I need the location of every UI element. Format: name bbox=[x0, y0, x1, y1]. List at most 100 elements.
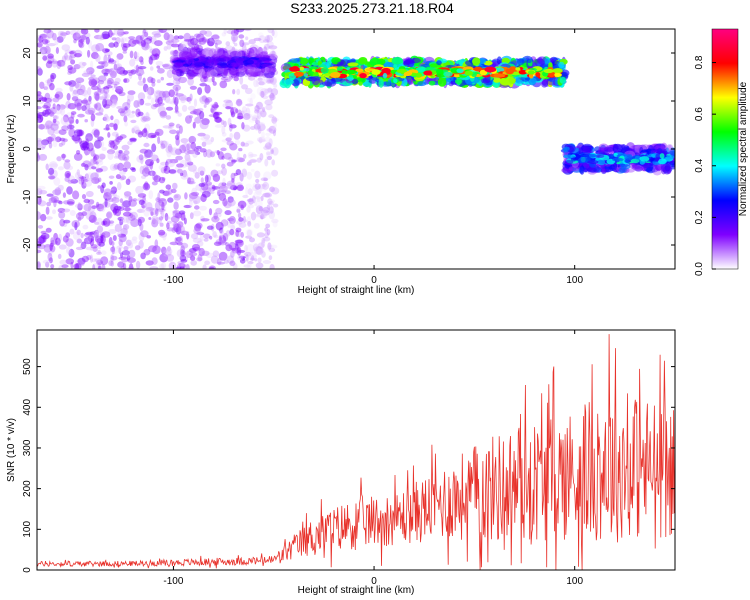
heat-cell bbox=[115, 86, 123, 92]
heat-cell bbox=[47, 43, 56, 47]
heat-cell bbox=[123, 78, 127, 83]
heat-cell bbox=[91, 205, 97, 209]
heat-cell bbox=[211, 186, 220, 190]
heat-cell bbox=[423, 70, 433, 76]
heat-cell bbox=[393, 78, 398, 84]
heat-cell bbox=[179, 144, 187, 154]
heat-cell bbox=[220, 189, 227, 195]
heat-cell bbox=[558, 61, 565, 69]
heat-cell bbox=[256, 79, 265, 84]
heat-cell bbox=[249, 158, 257, 163]
heat-cell bbox=[104, 198, 108, 208]
heat-cell bbox=[194, 116, 202, 124]
heat-cell bbox=[180, 40, 189, 47]
heat-cell bbox=[211, 59, 219, 66]
heat-cell bbox=[243, 29, 252, 32]
heat-cell bbox=[261, 239, 266, 248]
heat-cell bbox=[99, 232, 106, 236]
heat-cell bbox=[171, 38, 180, 43]
heat-cell bbox=[206, 225, 214, 230]
heat-cell bbox=[190, 142, 196, 150]
heat-cell bbox=[44, 39, 50, 44]
heat-cell bbox=[53, 115, 58, 120]
heat-cell bbox=[252, 195, 256, 204]
heat-cell bbox=[67, 67, 77, 74]
heat-cell bbox=[181, 250, 187, 257]
heat-cell bbox=[103, 50, 113, 57]
heat-cell bbox=[188, 96, 192, 104]
heat-cell bbox=[91, 177, 100, 184]
heat-cell bbox=[109, 247, 119, 254]
heat-cell bbox=[210, 34, 220, 40]
heat-cell bbox=[53, 129, 60, 134]
heat-cell bbox=[50, 107, 57, 115]
heat-cell bbox=[226, 29, 236, 35]
heat-cell bbox=[44, 97, 52, 103]
heat-cell bbox=[261, 131, 265, 139]
heat-cell bbox=[37, 91, 42, 96]
heat-cell bbox=[90, 79, 98, 86]
heat-cell bbox=[154, 53, 160, 60]
heat-cell bbox=[143, 166, 150, 174]
heat-cell bbox=[40, 213, 47, 222]
heat-cell bbox=[101, 31, 110, 39]
heat-cell bbox=[219, 227, 223, 234]
heat-cell bbox=[83, 198, 91, 204]
heat-cell bbox=[127, 214, 136, 222]
heat-cell bbox=[68, 175, 75, 183]
heat-cell bbox=[52, 103, 56, 110]
heat-cell bbox=[113, 83, 118, 89]
heat-cell bbox=[133, 55, 141, 62]
heat-cell bbox=[248, 159, 257, 163]
heat-cell bbox=[204, 260, 211, 266]
heat-cell bbox=[52, 209, 56, 215]
heat-cell bbox=[72, 231, 81, 240]
heat-cell bbox=[436, 68, 444, 75]
heat-cell bbox=[158, 229, 166, 236]
heat-cell bbox=[113, 205, 122, 211]
heat-cell bbox=[260, 195, 264, 202]
heat-cell bbox=[197, 240, 204, 247]
heat-cell bbox=[97, 136, 104, 142]
heat-cell bbox=[127, 257, 136, 264]
heat-cell bbox=[245, 69, 250, 76]
heat-cell bbox=[96, 259, 103, 266]
heat-cell bbox=[155, 90, 163, 95]
heat-cell bbox=[112, 97, 118, 105]
heat-cell bbox=[269, 206, 274, 214]
heat-cell bbox=[226, 219, 232, 228]
heat-cell bbox=[44, 108, 52, 115]
heat-cell bbox=[204, 30, 213, 37]
heat-cell bbox=[53, 106, 63, 115]
heat-cell bbox=[272, 29, 278, 38]
heat-cell bbox=[90, 60, 94, 69]
heat-cell bbox=[258, 32, 264, 38]
heat-cell bbox=[67, 179, 75, 184]
heat-cell bbox=[225, 190, 231, 195]
heat-cell bbox=[133, 100, 140, 108]
heat-cell bbox=[54, 199, 62, 204]
heat-cell bbox=[125, 206, 131, 213]
heat-cell bbox=[254, 183, 261, 190]
heat-cell bbox=[63, 219, 71, 224]
heat-cell bbox=[245, 228, 254, 237]
heat-cell bbox=[229, 132, 233, 140]
heat-cell bbox=[90, 74, 96, 78]
heat-cell bbox=[203, 75, 209, 82]
heat-cell bbox=[122, 70, 129, 75]
heat-cell bbox=[258, 90, 267, 97]
heat-cell bbox=[145, 87, 152, 96]
heat-cell bbox=[87, 204, 96, 213]
heat-cell bbox=[84, 148, 89, 156]
heat-cell bbox=[90, 77, 97, 82]
heat-cell bbox=[158, 176, 166, 184]
heat-cell bbox=[193, 62, 204, 68]
heat-cell bbox=[143, 31, 149, 37]
heat-cell bbox=[257, 77, 263, 82]
heat-cell bbox=[81, 105, 87, 112]
heat-cell bbox=[154, 102, 159, 108]
heat-cell bbox=[613, 167, 620, 173]
heat-cell bbox=[183, 63, 189, 67]
colorbar-tick-label: 0.8 bbox=[694, 55, 705, 69]
heat-cell bbox=[199, 120, 209, 130]
